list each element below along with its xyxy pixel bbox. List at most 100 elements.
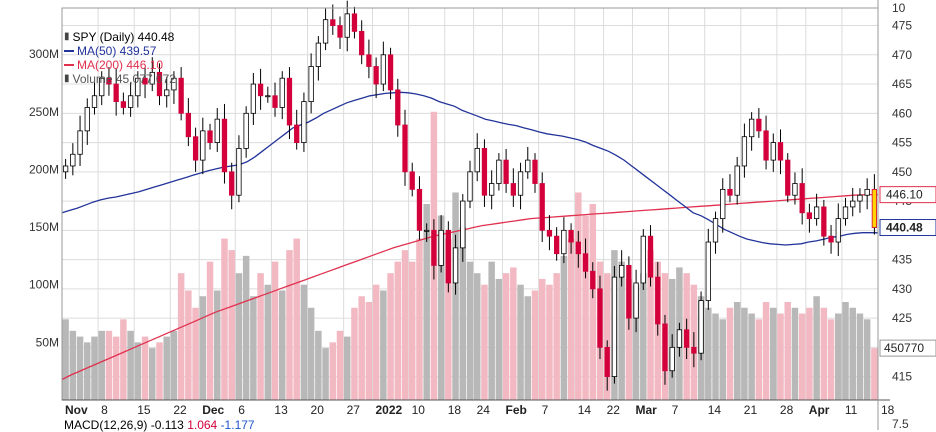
volume-bar: [705, 307, 712, 400]
time-tick-label: 24: [477, 403, 491, 417]
volume-bar: [589, 204, 597, 400]
candle-body: [142, 77, 148, 85]
candle-body: [120, 101, 127, 108]
volume-bar: [502, 273, 510, 400]
volume-bar: [329, 342, 337, 400]
candle-body: [445, 229, 451, 284]
candle-body: [785, 159, 791, 196]
volume-bar: [863, 319, 871, 400]
volume-bar: [647, 250, 654, 400]
time-tick-label: 18: [448, 403, 462, 417]
time-tick-label: 10: [412, 403, 426, 417]
candle-body: [727, 188, 733, 196]
legend-title: SPY (Daily) 440.48: [72, 30, 175, 44]
candle-body: [640, 235, 646, 284]
candle-body: [683, 329, 690, 348]
candle-body: [857, 194, 863, 202]
candle-body: [568, 229, 574, 243]
volume-bar: [806, 307, 813, 400]
candle-body: [604, 346, 610, 377]
volume-bar: [603, 273, 611, 400]
volume-bar: [640, 273, 647, 400]
candle-body: [395, 89, 401, 126]
candle-body: [691, 346, 697, 354]
candle-body: [265, 95, 271, 98]
volume-bar: [813, 296, 820, 400]
macd-label: MACD(12,26,9) -0.113: [64, 418, 184, 432]
candle-body: [748, 118, 755, 138]
candle-body: [178, 77, 184, 114]
time-tick-label: 21: [744, 403, 758, 417]
time-tick-label: Feb: [505, 403, 526, 417]
candle-body: [272, 95, 278, 108]
time-tick-label: 18: [881, 403, 895, 417]
candle-body: [402, 124, 408, 173]
volume-bar: [322, 348, 329, 400]
volume-bar: [257, 273, 264, 400]
candle-body: [828, 235, 834, 243]
candle-body: [192, 136, 199, 161]
volume-bar: [495, 278, 503, 400]
candle-body: [387, 54, 394, 91]
candlestick-icon: ▮: [64, 31, 70, 42]
volume-bar: [105, 330, 113, 400]
candle-body: [474, 148, 480, 173]
candle-body: [864, 188, 870, 196]
volume-bar: [755, 319, 763, 400]
volume-bar: [560, 255, 568, 400]
volume-bar: [365, 302, 373, 400]
ma200-line: [61, 193, 878, 381]
candle-body: [525, 159, 531, 173]
candle-body: [380, 54, 386, 85]
volume-bar: [120, 319, 127, 400]
volume-bar: [98, 330, 105, 400]
candle-body: [91, 95, 98, 108]
chart-legend: ▮ SPY (Daily) 440.48 MA(50) 439.57 MA(20…: [64, 30, 176, 86]
candle-body: [467, 171, 473, 202]
price-tick-label: 450: [892, 165, 912, 179]
volume-bar: [156, 342, 163, 400]
volume-bar: [726, 307, 734, 400]
time-tick-label: 28: [780, 403, 794, 417]
candle-body: [308, 66, 314, 103]
volume-bar: [777, 313, 784, 400]
ma50-line: [61, 91, 879, 246]
volume-tick-label: 300M: [29, 47, 59, 61]
candle-body: [481, 148, 488, 196]
volume-bar: [177, 273, 185, 400]
candle-body: [792, 183, 798, 196]
candle-body: [171, 77, 177, 91]
macd-value-2: -1.177: [220, 418, 255, 432]
candle-body: [99, 77, 105, 97]
volume-bar: [307, 307, 315, 400]
price-tag-label: 446.10: [886, 188, 923, 202]
candle-body: [84, 107, 90, 132]
macd-legend: MACD(12,26,9) -0.113 1.064 -1.177: [64, 418, 255, 432]
candle-body: [127, 95, 134, 108]
candle-body: [777, 142, 784, 161]
volume-bar: [221, 238, 228, 400]
volume-bar: [835, 313, 842, 400]
candle-body: [611, 276, 618, 377]
volume-tick-label: 100M: [29, 278, 59, 292]
legend-ma50-row: MA(50) 439.57: [64, 44, 176, 58]
candle-body: [409, 171, 415, 190]
candle-body: [821, 206, 827, 237]
volume-bar: [163, 336, 170, 400]
candle-body: [575, 241, 581, 255]
volume-bar: [488, 261, 495, 400]
price-tick-label: 415: [892, 370, 912, 384]
volume-tag-label: 450770: [884, 341, 924, 355]
price-tick-label: 460: [892, 106, 912, 120]
volume-bar: [842, 302, 849, 400]
volume-bar: [871, 348, 878, 400]
candle-body: [590, 270, 596, 290]
volume-bar: [416, 238, 423, 400]
candle-body: [496, 159, 502, 184]
volume-bar: [127, 330, 134, 400]
volume-bar: [286, 250, 293, 400]
candle-body: [756, 118, 762, 132]
price-tag-label: 440.48: [886, 221, 923, 235]
legend-title-row: ▮ SPY (Daily) 440.48: [64, 30, 176, 44]
